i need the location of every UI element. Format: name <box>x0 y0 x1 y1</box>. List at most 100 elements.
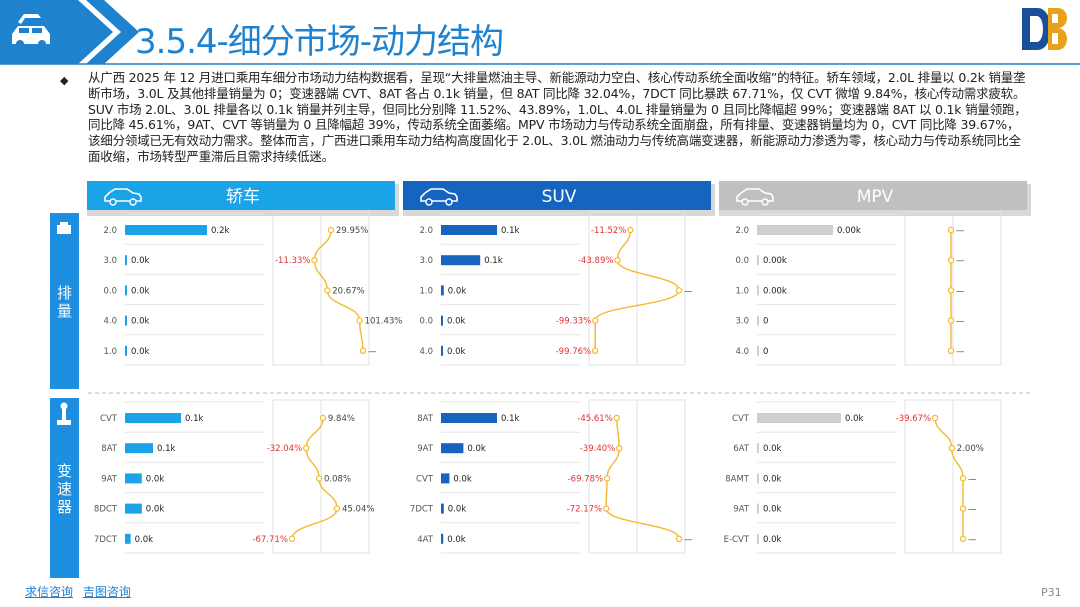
sales-value-label: 0.0k <box>467 444 486 454</box>
car-icon-wheel <box>445 198 453 206</box>
row-label-char-transmission: 变 <box>57 462 72 480</box>
car-icon-body <box>104 188 142 202</box>
sales-value-label: 0.0k <box>453 474 472 484</box>
yoy-value-label: -11.33% <box>275 256 310 266</box>
bullet-diamond-icon: ◆ <box>60 74 69 87</box>
yoy-point <box>311 257 318 264</box>
yoy-point <box>333 505 341 512</box>
segment-2-transmission: CVT 0.0k 6AT 0.0k 8AMT 0.0k 9AT 0.0k E-CVT 0.0k -3… <box>724 399 1002 554</box>
yoy-line <box>934 417 964 539</box>
sales-value-label: 0.1k <box>501 226 520 236</box>
yoy-value-label: 29.95% <box>336 226 368 236</box>
segment-1-displacement: 2.0 0.1k 3.0 0.1k 1.0 0.0k 0.0 0.0k 4.0 0.0k -11.5… <box>419 211 693 366</box>
sales-bar <box>125 255 127 266</box>
yoy-line <box>594 229 680 351</box>
sales-value-label: 0.0k <box>763 474 782 484</box>
sales-bar <box>441 255 481 266</box>
yoy-value-label: — <box>968 505 977 515</box>
yoy-value-label: — <box>956 317 965 327</box>
yoy-value-label: 2.00% <box>957 444 984 454</box>
segment-header-1: SUV <box>403 181 715 216</box>
sales-bar <box>441 443 464 454</box>
yoy-point <box>614 257 621 264</box>
yoy-value-label: -99.76% <box>556 347 591 357</box>
engine-icon-top <box>60 222 68 225</box>
sales-bar <box>125 473 142 484</box>
yoy-point <box>948 445 956 452</box>
sales-value-label: 0.1k <box>157 444 176 454</box>
yoy-value-label: -69.78% <box>568 474 603 484</box>
yoy-point <box>675 535 683 543</box>
header-banner <box>0 0 1080 65</box>
segment-2-displacement: 2.0 0.00k 0.0 0.00k 1.0 0.00k 3.0 0 4.0 0 — — — — — <box>735 211 1002 366</box>
yoy-value-label: -72.17% <box>567 505 602 515</box>
yoy-panel <box>588 211 686 366</box>
gear-shift-icon-stick <box>62 406 66 420</box>
engine-icon <box>57 222 71 234</box>
gear-shift-icon-base <box>57 420 71 425</box>
segment-title: SUV <box>542 187 577 207</box>
sales-bar <box>125 285 127 296</box>
yoy-point <box>947 226 955 234</box>
yoy-panel <box>904 211 1002 366</box>
sales-value-label: 0.0k <box>131 256 150 266</box>
category-label: CVT <box>100 414 118 424</box>
yoy-value-label: — <box>956 256 965 266</box>
segment-0-transmission: CVT 0.1k 8AT 0.1k 9AT 0.0k 8DCT 0.0k 7DCT 0.0k 9.8… <box>94 399 374 554</box>
category-label: 3.0 <box>103 256 117 266</box>
yoy-line <box>291 417 338 539</box>
category-label: CVT <box>416 474 434 484</box>
segment-header-shadow <box>403 184 715 216</box>
car-icon-wheel <box>109 198 117 206</box>
sales-bar <box>125 413 181 423</box>
segment-header-bg <box>403 181 711 210</box>
sales-value-label: 0.0k <box>763 535 782 545</box>
footer-links: 求信咨询 吉图咨询 <box>25 583 137 600</box>
segment-header-shadow <box>719 184 1031 216</box>
yoy-value-label: 45.04% <box>342 505 374 515</box>
yoy-value-label: — <box>956 286 965 296</box>
car-icon <box>104 188 142 206</box>
category-label: 7DCT <box>94 535 118 545</box>
category-label: 3.0 <box>735 317 749 327</box>
footer-link-1[interactable]: 求信咨询 <box>25 585 74 599</box>
category-label: 4.0 <box>735 347 749 357</box>
category-label: 1.0 <box>103 347 117 357</box>
sales-value-label: 0.00k <box>837 226 861 236</box>
category-label: 2.0 <box>103 226 117 236</box>
yoy-point <box>613 414 620 422</box>
yoy-value-label: -43.89% <box>578 256 613 266</box>
sales-bar <box>757 413 841 423</box>
yoy-point <box>327 226 335 234</box>
yoy-point <box>627 226 634 234</box>
sales-value-label: 0.00k <box>763 256 787 266</box>
sales-bar <box>441 225 497 235</box>
page-title: 3.5.4-细分市场-动力结构 <box>135 22 504 62</box>
yoy-value-label: — <box>956 347 965 357</box>
car-icon-body <box>736 188 774 202</box>
yoy-value-label: — <box>968 474 977 484</box>
yoy-point <box>319 414 327 422</box>
yoy-point <box>591 347 599 354</box>
category-label: 4AT <box>417 535 434 545</box>
yoy-value-label: -32.04% <box>267 444 302 454</box>
category-label: 2.0 <box>419 226 433 236</box>
sales-value-label: 0.0k <box>763 444 782 454</box>
yoy-value-label: — <box>684 535 693 545</box>
sales-value-label: 0.0k <box>131 286 150 296</box>
footer-link-2[interactable]: 吉图咨询 <box>82 585 131 599</box>
yoy-point <box>675 287 683 294</box>
sales-bar <box>757 225 833 235</box>
sales-value-label: 0.0k <box>447 347 466 357</box>
row-label-char-transmission: 器 <box>57 498 72 516</box>
car-logo-icon <box>12 14 50 48</box>
segment-1-transmission: 8AT 0.1k 9AT 0.0k CVT 0.0k 7DCT 0.0k 4AT 0.0k -45.… <box>410 399 693 554</box>
yoy-value-label: 20.67% <box>332 286 364 296</box>
sales-bar <box>441 315 443 326</box>
yoy-value-label: — <box>684 286 693 296</box>
sales-bar <box>441 533 444 544</box>
sales-value-label: 0 <box>763 347 768 357</box>
yoy-point <box>315 475 323 482</box>
category-label: 2.0 <box>735 226 749 236</box>
yoy-value-label: 0.08% <box>324 474 351 484</box>
